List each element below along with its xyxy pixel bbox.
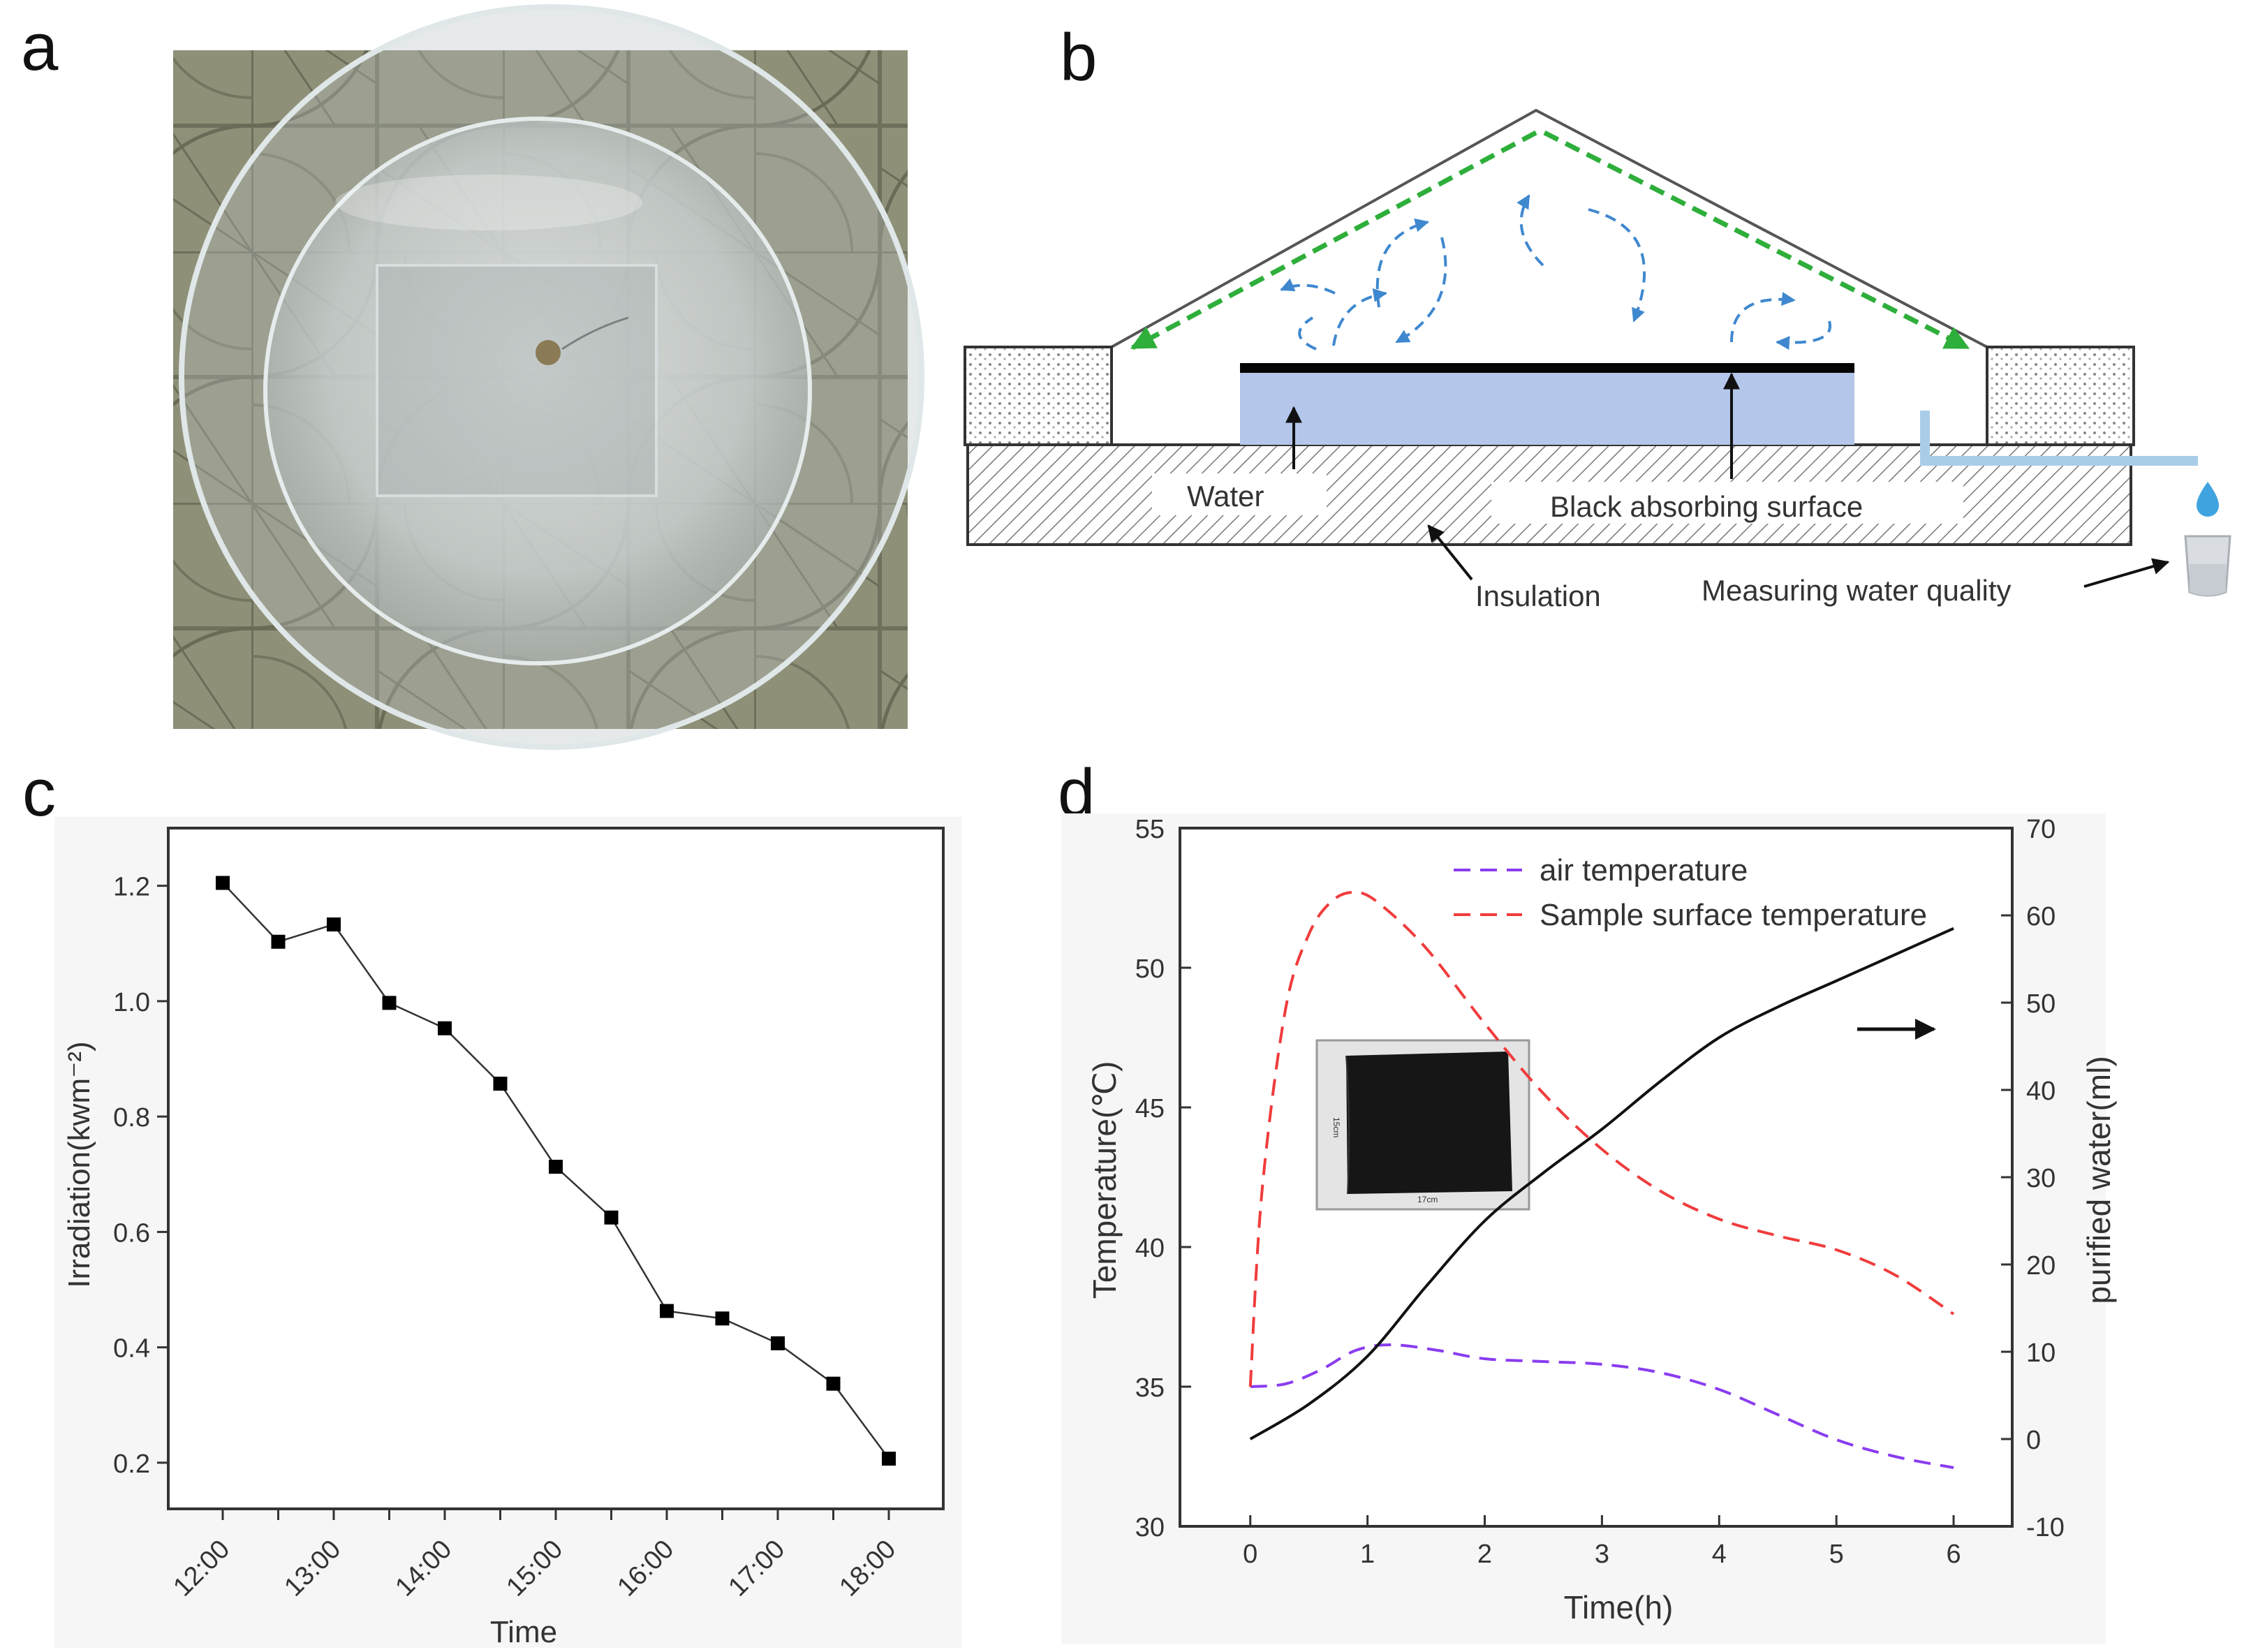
chart-d-y-tick-label: 30 [1135,1513,1165,1542]
chart-d-y2-tick-label: 30 [2026,1164,2056,1193]
chart-d-x-tick-label: 6 [1946,1540,1961,1569]
chart-c-data-point [271,934,286,949]
chart-c-data-point [882,1452,896,1466]
chart-c-y-tick-label: 1.0 [113,988,150,1017]
insulation-pointer [1427,524,1473,581]
chart-c-y-tick-label: 0.2 [113,1450,150,1479]
measuring-water-quality-label: Measuring water quality [1702,574,2012,607]
photo-device [173,4,924,750]
chart-d-y2-tick-label: 10 [2026,1338,2056,1368]
chart-d-y2-tick-label: 50 [2026,989,2056,1019]
chart-d-y2-tick-label: 20 [2026,1251,2056,1281]
chart-d-plot-area [1179,827,2014,1528]
chart-c-data-point [438,1021,452,1035]
beaker-icon [2184,535,2231,597]
chart-d-x-axis-label: Time(h) [1564,1589,1674,1625]
chart-c-data-point [216,876,230,890]
chart-d-x-tick-label: 0 [1243,1540,1257,1569]
chart-d-x-tick-label: 3 [1595,1540,1609,1569]
chart-c-data-point [660,1304,674,1318]
chart-c-y-tick-label: 0.4 [113,1334,150,1364]
water-basin [1240,367,1854,445]
left-block [964,346,1113,446]
chart-d-y-tick-label: 50 [1135,954,1165,984]
chart-c-y-tick-label: 0.8 [113,1103,150,1133]
panel-b-label: b [1060,20,1097,95]
chart-d-x-tick-label: 5 [1829,1540,1844,1569]
irradiation-chart: Irradiation(kwm⁻²) Time 0.2 0.4 0.6 0.8 1.0 1… [54,817,962,1649]
water-label: Water [1187,480,1264,512]
chart-c-x-axis-label: Time [490,1615,557,1649]
chart-d-y2-tick-label: 60 [2026,902,2056,931]
insulation-label: Insulation [1475,580,1601,612]
chart-d-legend-label: Sample surface temperature [1540,898,1927,932]
distiller-diagram: Water Black absorbing surface Insulation… [964,108,2231,612]
sample-inset-photo: 15cm 17cm [1315,1039,1530,1211]
chart-c-data-point [493,1077,508,1091]
measuring-pointer [2083,558,2170,588]
chart-d-y2-tick-label: -10 [2026,1513,2065,1542]
panel-a-label: a [21,10,59,84]
black-absorbing-surface [1240,363,1854,373]
chart-d-legend-label: air temperature [1540,853,1748,887]
chart-c-y-tick-label: 0.6 [113,1218,150,1248]
chart-d-y2-tick-label: 70 [2026,815,2056,844]
glass-cover [1111,108,1988,348]
chart-d-y-tick-label: 40 [1135,1234,1165,1263]
chart-c-data-point [771,1336,785,1350]
inset-height-label: 15cm [1331,1117,1341,1137]
chart-d-y-axis-label: Temperature(℃) [1086,1061,1123,1299]
chart-d-x-tick-label: 1 [1360,1540,1375,1569]
chart-c-data-point [826,1376,841,1391]
droplet-icon [2197,482,2219,517]
chart-c-y-axis-label: Irradiation(kwm⁻²) [62,1041,96,1288]
outlet-pipe [1920,411,2198,466]
chart-d-x-tick-label: 4 [1712,1540,1727,1569]
radiation-arrow-left [1130,130,1537,351]
chart-d-x-tick-label: 2 [1477,1540,1492,1569]
chart-d-series-0 [1250,1343,1954,1469]
chart-c-data-point [715,1311,730,1326]
chart-d-y2-axis-label: purified water(ml) [2081,1056,2117,1304]
chart-d-y-tick-label: 35 [1135,1373,1165,1403]
chart-c-data-point [604,1210,619,1225]
chart-d-series-2 [1249,927,1954,1440]
inset-width-label: 17cm [1417,1195,1438,1204]
chart-d-y-tick-label: 45 [1135,1094,1165,1123]
chart-d-series-1 [1248,890,1955,1387]
chart-c-y-tick-label: 1.2 [113,873,150,902]
chart-c-data-point [549,1160,563,1174]
right-block [1986,346,2135,446]
panel-c-label: c [22,755,56,830]
chart-d-y2-tick-label: 40 [2026,1077,2056,1106]
black-surface-label: Black absorbing surface [1550,490,1863,523]
vapor-flow-arrows [1280,194,1832,351]
chart-d-y2-tick-label: 0 [2026,1426,2041,1455]
radiation-arrow-right [1543,130,1970,351]
chart-d-y-tick-label: 55 [1135,815,1165,844]
chart-c-data-point [327,917,341,931]
temperature-water-chart: Temperature(℃) purified water(ml) Time(h… [1061,813,2117,1644]
chart-c-data-point [382,996,397,1010]
